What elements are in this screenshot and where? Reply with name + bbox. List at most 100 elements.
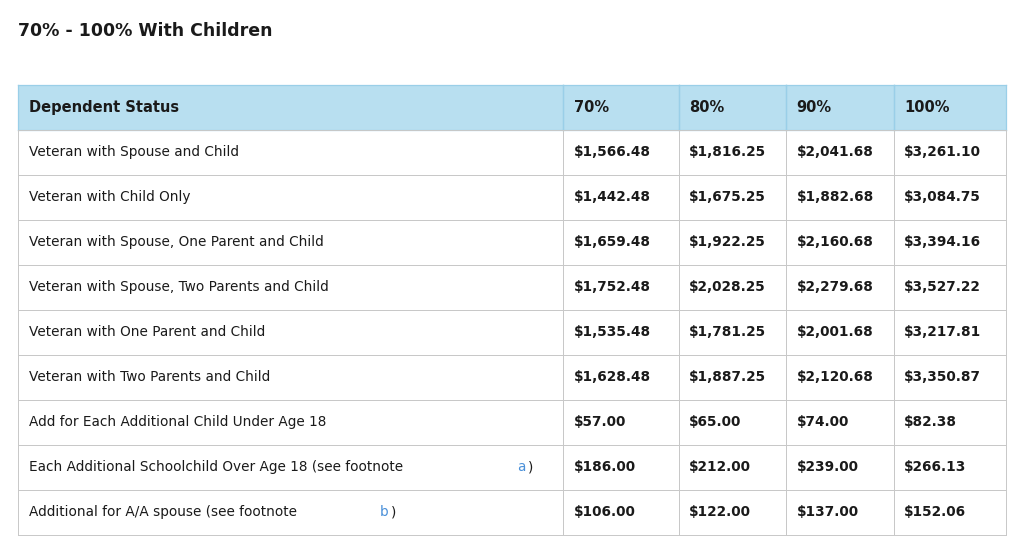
Text: 100%: 100% bbox=[904, 100, 950, 115]
Bar bbox=[679, 130, 786, 175]
Text: 70%: 70% bbox=[573, 100, 608, 115]
Bar bbox=[679, 445, 786, 490]
Bar bbox=[679, 220, 786, 265]
Bar bbox=[18, 265, 563, 310]
Bar bbox=[18, 220, 563, 265]
Bar bbox=[18, 130, 563, 175]
Text: $3,261.10: $3,261.10 bbox=[904, 146, 981, 159]
Text: $3,217.81: $3,217.81 bbox=[904, 325, 982, 339]
Text: $2,279.68: $2,279.68 bbox=[797, 281, 873, 294]
Bar bbox=[894, 220, 1006, 265]
Text: $106.00: $106.00 bbox=[573, 505, 636, 520]
Text: $1,781.25: $1,781.25 bbox=[689, 325, 766, 339]
Bar bbox=[679, 310, 786, 355]
Bar bbox=[18, 355, 563, 400]
Text: $3,527.22: $3,527.22 bbox=[904, 281, 981, 294]
Text: $74.00: $74.00 bbox=[797, 415, 849, 429]
Text: $2,120.68: $2,120.68 bbox=[797, 370, 873, 385]
Text: $152.06: $152.06 bbox=[904, 505, 967, 520]
Text: $1,882.68: $1,882.68 bbox=[797, 190, 873, 205]
Text: $2,160.68: $2,160.68 bbox=[797, 235, 873, 249]
Bar bbox=[18, 400, 563, 445]
Text: $82.38: $82.38 bbox=[904, 415, 957, 429]
Bar bbox=[786, 445, 894, 490]
Bar bbox=[563, 355, 679, 400]
Text: b: b bbox=[380, 505, 389, 520]
Text: Dependent Status: Dependent Status bbox=[29, 100, 179, 115]
Text: $3,394.16: $3,394.16 bbox=[904, 235, 981, 249]
Text: Veteran with One Parent and Child: Veteran with One Parent and Child bbox=[29, 325, 265, 339]
Bar bbox=[894, 85, 1006, 130]
Text: $1,628.48: $1,628.48 bbox=[573, 370, 650, 385]
Text: 80%: 80% bbox=[689, 100, 724, 115]
Bar bbox=[563, 85, 679, 130]
Text: $1,922.25: $1,922.25 bbox=[689, 235, 766, 249]
Bar bbox=[786, 220, 894, 265]
Bar bbox=[18, 490, 563, 535]
Text: $212.00: $212.00 bbox=[689, 461, 751, 474]
Bar bbox=[563, 400, 679, 445]
Text: $137.00: $137.00 bbox=[797, 505, 859, 520]
Bar bbox=[679, 400, 786, 445]
Bar bbox=[679, 490, 786, 535]
Text: Additional for A/A spouse (see footnote: Additional for A/A spouse (see footnote bbox=[29, 505, 301, 520]
Text: $1,535.48: $1,535.48 bbox=[573, 325, 650, 339]
Bar bbox=[786, 490, 894, 535]
Text: $1,816.25: $1,816.25 bbox=[689, 146, 766, 159]
Bar bbox=[786, 175, 894, 220]
Bar bbox=[894, 265, 1006, 310]
Bar bbox=[786, 355, 894, 400]
Text: $3,084.75: $3,084.75 bbox=[904, 190, 981, 205]
Bar bbox=[786, 400, 894, 445]
Text: $65.00: $65.00 bbox=[689, 415, 741, 429]
Bar bbox=[894, 310, 1006, 355]
Bar bbox=[563, 265, 679, 310]
Bar bbox=[679, 355, 786, 400]
Text: a: a bbox=[517, 461, 525, 474]
Bar bbox=[18, 85, 563, 130]
Bar bbox=[563, 130, 679, 175]
Bar bbox=[18, 310, 563, 355]
Text: $1,659.48: $1,659.48 bbox=[573, 235, 650, 249]
Bar bbox=[563, 310, 679, 355]
Text: $57.00: $57.00 bbox=[573, 415, 626, 429]
Bar bbox=[894, 355, 1006, 400]
Bar bbox=[786, 85, 894, 130]
Bar bbox=[679, 265, 786, 310]
Bar bbox=[679, 85, 786, 130]
Bar bbox=[563, 445, 679, 490]
Bar bbox=[563, 175, 679, 220]
Text: $1,887.25: $1,887.25 bbox=[689, 370, 766, 385]
Text: $239.00: $239.00 bbox=[797, 461, 859, 474]
Text: 90%: 90% bbox=[797, 100, 831, 115]
Text: $2,001.68: $2,001.68 bbox=[797, 325, 873, 339]
Text: ): ) bbox=[527, 461, 534, 474]
Bar bbox=[894, 130, 1006, 175]
Text: Veteran with Two Parents and Child: Veteran with Two Parents and Child bbox=[29, 370, 270, 385]
Bar bbox=[679, 175, 786, 220]
Text: $1,752.48: $1,752.48 bbox=[573, 281, 650, 294]
Text: 70% - 100% With Children: 70% - 100% With Children bbox=[18, 22, 273, 40]
Bar bbox=[894, 490, 1006, 535]
Text: Veteran with Spouse, Two Parents and Child: Veteran with Spouse, Two Parents and Chi… bbox=[29, 281, 329, 294]
Bar bbox=[786, 130, 894, 175]
Text: Veteran with Spouse, One Parent and Child: Veteran with Spouse, One Parent and Chil… bbox=[29, 235, 324, 249]
Bar bbox=[894, 445, 1006, 490]
Text: Add for Each Additional Child Under Age 18: Add for Each Additional Child Under Age … bbox=[29, 415, 326, 429]
Text: $186.00: $186.00 bbox=[573, 461, 636, 474]
Text: $122.00: $122.00 bbox=[689, 505, 751, 520]
Bar bbox=[786, 310, 894, 355]
Bar bbox=[894, 175, 1006, 220]
Bar bbox=[786, 265, 894, 310]
Text: $1,566.48: $1,566.48 bbox=[573, 146, 650, 159]
Text: ): ) bbox=[391, 505, 396, 520]
Text: $2,041.68: $2,041.68 bbox=[797, 146, 873, 159]
Text: $1,675.25: $1,675.25 bbox=[689, 190, 766, 205]
Bar bbox=[18, 445, 563, 490]
Bar bbox=[563, 490, 679, 535]
Text: $1,442.48: $1,442.48 bbox=[573, 190, 650, 205]
Text: $2,028.25: $2,028.25 bbox=[689, 281, 766, 294]
Bar bbox=[894, 400, 1006, 445]
Text: $266.13: $266.13 bbox=[904, 461, 967, 474]
Text: Veteran with Child Only: Veteran with Child Only bbox=[29, 190, 190, 205]
